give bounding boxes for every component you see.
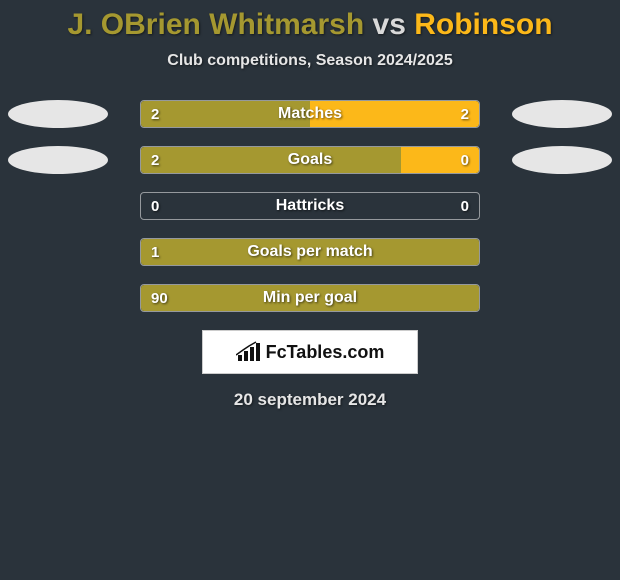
player2-logo-placeholder	[512, 146, 612, 174]
comparison-title: J. OBrien Whitmarsh vs Robinson	[0, 0, 620, 42]
player1-value: 1	[151, 239, 159, 265]
player1-logo-placeholder	[8, 146, 108, 174]
stat-label: Hattricks	[141, 193, 479, 219]
stat-row: Goals per match1	[0, 238, 620, 266]
date-line: 20 september 2024	[0, 390, 620, 410]
player2-logo-placeholder	[512, 100, 612, 128]
brand-box: FcTables.com	[202, 330, 418, 374]
stat-row: Min per goal90	[0, 284, 620, 312]
brand-text: FcTables.com	[266, 342, 385, 363]
stat-label: Min per goal	[141, 285, 479, 311]
player2-value: 2	[461, 101, 469, 127]
stats-chart: Matches22Goals20Hattricks00Goals per mat…	[0, 100, 620, 312]
player1-value: 0	[151, 193, 159, 219]
stat-label: Goals	[141, 147, 479, 173]
stat-bar-track: Goals per match1	[140, 238, 480, 266]
vs-word: vs	[373, 8, 406, 41]
stat-bar-track: Matches2 2	[140, 100, 480, 128]
stat-bar-track: Goals2 0	[140, 146, 480, 174]
player2-value: 0	[461, 147, 469, 173]
barchart-icon	[236, 341, 262, 363]
stat-row: Matches2 2	[0, 100, 620, 128]
player1-name: J. OBrien Whitmarsh	[67, 8, 364, 41]
subtitle: Club competitions, Season 2024/2025	[0, 52, 620, 70]
stat-row: Hattricks0 0	[0, 192, 620, 220]
player2-name: Robinson	[414, 8, 552, 41]
player1-value: 2	[151, 101, 159, 127]
stat-label: Goals per match	[141, 239, 479, 265]
stat-bar-track: Hattricks0 0	[140, 192, 480, 220]
player1-logo-placeholder	[8, 100, 108, 128]
player2-value: 0	[461, 193, 469, 219]
stat-label: Matches	[141, 101, 479, 127]
player1-value: 2	[151, 147, 159, 173]
player1-value: 90	[151, 285, 168, 311]
stat-bar-track: Min per goal90	[140, 284, 480, 312]
stat-row: Goals2 0	[0, 146, 620, 174]
